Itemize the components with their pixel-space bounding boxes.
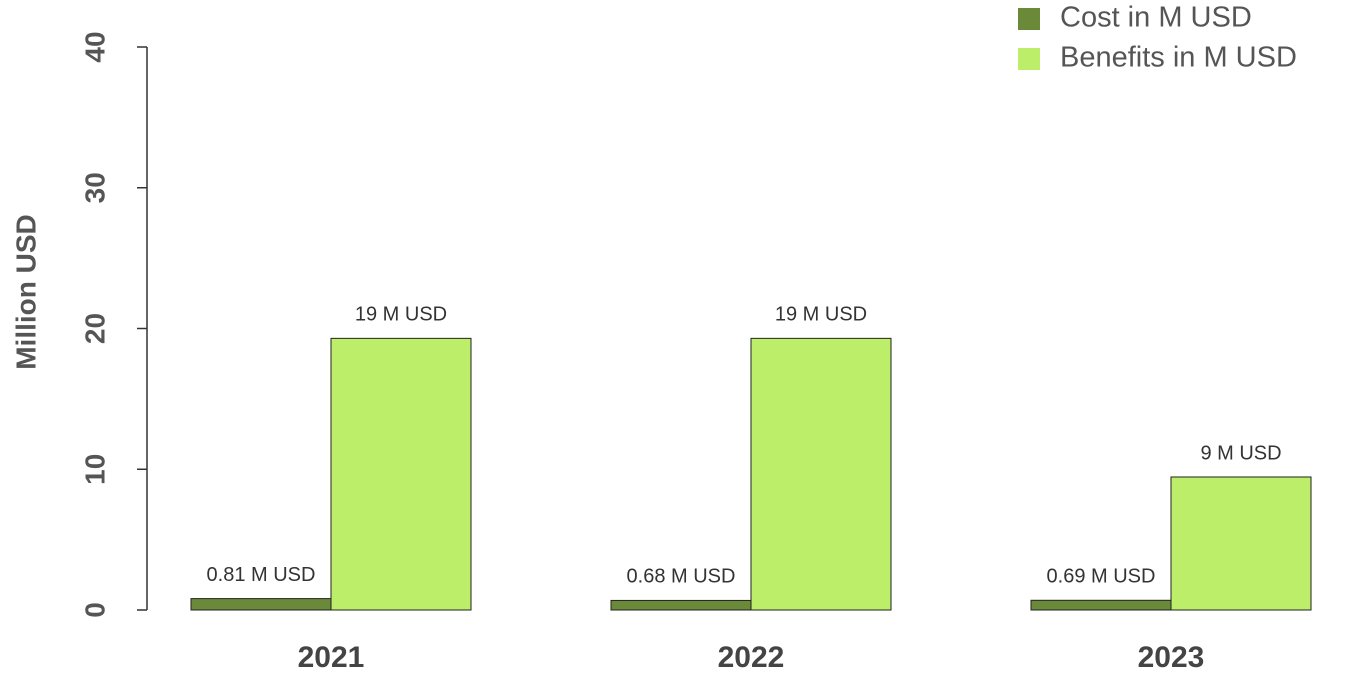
bar [750,337,892,611]
legend-label: Cost in M USD [1060,2,1252,34]
y-axis-label: Million USD [10,214,41,370]
legend-swatch [1018,48,1040,70]
y-tick-label: 0 [79,602,110,618]
y-tick-label: 10 [79,454,110,485]
value-label: 0.68 M USD [627,566,736,588]
x-tick-label: 2023 [1138,641,1205,674]
value-label: 19 M USD [355,304,447,326]
value-label: 9 M USD [1200,442,1281,464]
x-tick-label: 2022 [718,641,785,674]
bar [1170,476,1312,611]
legend-swatch [1018,8,1040,30]
bar [1030,599,1172,611]
bar [610,599,752,611]
value-label: 19 M USD [775,304,867,326]
legend-label: Benefits in M USD [1060,42,1297,74]
value-label: 0.81 M USD [207,564,316,586]
y-tick-label: 20 [79,313,110,344]
y-tick-label: 30 [79,172,110,203]
y-tick-label: 40 [79,31,110,62]
value-label: 0.69 M USD [1047,566,1156,588]
bar [330,337,472,611]
x-tick-label: 2021 [298,641,365,674]
bar [190,598,332,611]
